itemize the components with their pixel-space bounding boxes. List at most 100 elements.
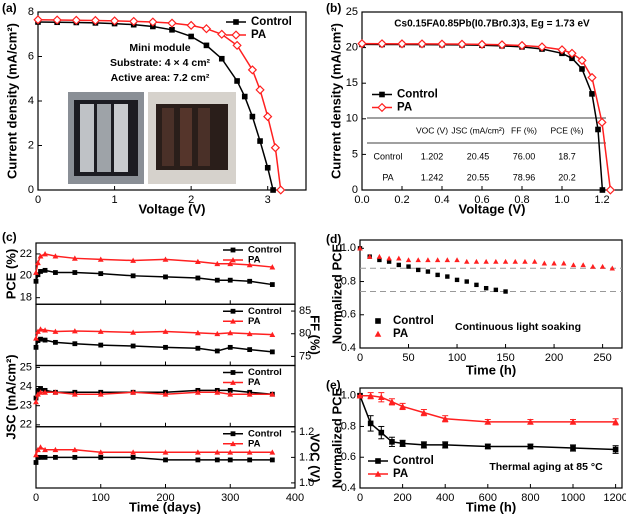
marker (42, 251, 48, 257)
legend-label: PA (251, 29, 266, 41)
legend-label: PA (248, 255, 261, 266)
annotation: Active area: 7.2 cm² (111, 72, 210, 84)
marker (417, 39, 427, 49)
marker (194, 329, 201, 336)
x-tick-label: 400 (286, 492, 304, 504)
marker (230, 257, 236, 263)
plot-frame (359, 387, 623, 489)
marker (98, 271, 104, 277)
x-axis-label: Time (h) (466, 362, 516, 377)
marker (263, 111, 273, 122)
y-tick-label: 10 (346, 113, 358, 125)
y-tick-label: 85 (299, 305, 311, 317)
marker (503, 289, 508, 294)
marker (512, 258, 518, 264)
legend-label: PA (248, 377, 261, 388)
marker (269, 349, 275, 355)
marker (130, 343, 136, 349)
marker (33, 344, 39, 350)
marker (52, 389, 59, 395)
x-tick-label: 1.2 (594, 194, 609, 206)
marker (269, 391, 276, 397)
series-line (35, 391, 273, 403)
y-tick-label: 25 (346, 6, 358, 18)
y-tick-label: 0.8 (341, 275, 356, 287)
marker (71, 446, 78, 453)
marker (42, 446, 48, 453)
x-tick-label: 0.8 (514, 194, 529, 206)
marker (33, 398, 39, 405)
marker (230, 440, 236, 447)
marker (214, 330, 221, 337)
marker (269, 331, 276, 338)
series-line (35, 446, 273, 456)
x-tick-label: 2 (188, 194, 194, 206)
y-tick-label: 4 (28, 95, 34, 107)
y-axis-label: Current density (mA/cm²) (328, 23, 343, 179)
marker (577, 55, 587, 66)
x-tick-label: 0 (357, 352, 363, 364)
marker (52, 15, 62, 25)
marker (537, 42, 547, 52)
legend-label: Control (393, 455, 434, 467)
marker (42, 327, 48, 333)
marker (570, 445, 576, 451)
series-line (361, 43, 604, 191)
y-tick-label: 25 (20, 361, 32, 373)
marker (129, 16, 139, 26)
x-tick-label: 300 (221, 492, 239, 504)
marker (162, 256, 169, 262)
marker (214, 449, 221, 455)
legend-label: PA (393, 328, 408, 340)
marker (396, 262, 402, 268)
marker (37, 253, 44, 259)
x-tick-label: 50 (402, 352, 414, 364)
marker (194, 449, 201, 455)
y-tick-label: 0 (352, 184, 358, 196)
marker (399, 403, 406, 410)
marker (230, 370, 236, 375)
legend-label: Control (397, 89, 438, 101)
marker (214, 277, 220, 283)
x-tick-label: 0 (33, 492, 39, 504)
marker (227, 387, 233, 393)
marker (527, 418, 534, 425)
x-tick-label: 3 (265, 194, 271, 206)
marker (214, 389, 221, 395)
marker (269, 264, 276, 270)
marker (420, 409, 428, 416)
y-tick-label: 0.6 (341, 309, 356, 321)
marker (437, 39, 447, 49)
marker (589, 91, 595, 97)
marker (42, 389, 48, 395)
marker (473, 258, 480, 264)
table-cell: 78.96 (513, 172, 536, 182)
marker (98, 454, 104, 460)
marker (130, 449, 137, 455)
y-tick-label: 1.0 (341, 242, 356, 254)
marker (377, 257, 382, 263)
table-cell: 20.45 (467, 151, 490, 161)
marker (502, 258, 509, 264)
marker (612, 446, 619, 453)
series-line (35, 328, 273, 339)
table-cell: 76.00 (513, 151, 536, 161)
x-axis-label: Voltage (V) (139, 201, 206, 216)
x-tick-label: 200 (156, 492, 174, 504)
marker (246, 449, 253, 455)
marker (72, 341, 78, 347)
marker (377, 102, 387, 113)
legend-label: Control (251, 16, 292, 28)
marker (357, 245, 363, 251)
marker (599, 187, 606, 193)
marker (230, 318, 236, 324)
marker (37, 444, 44, 450)
marker (579, 66, 585, 72)
marker (367, 420, 374, 427)
marker (195, 345, 201, 351)
marker (425, 257, 431, 263)
marker (531, 258, 538, 264)
marker (357, 39, 367, 49)
marker (246, 391, 253, 397)
marker (374, 470, 382, 477)
